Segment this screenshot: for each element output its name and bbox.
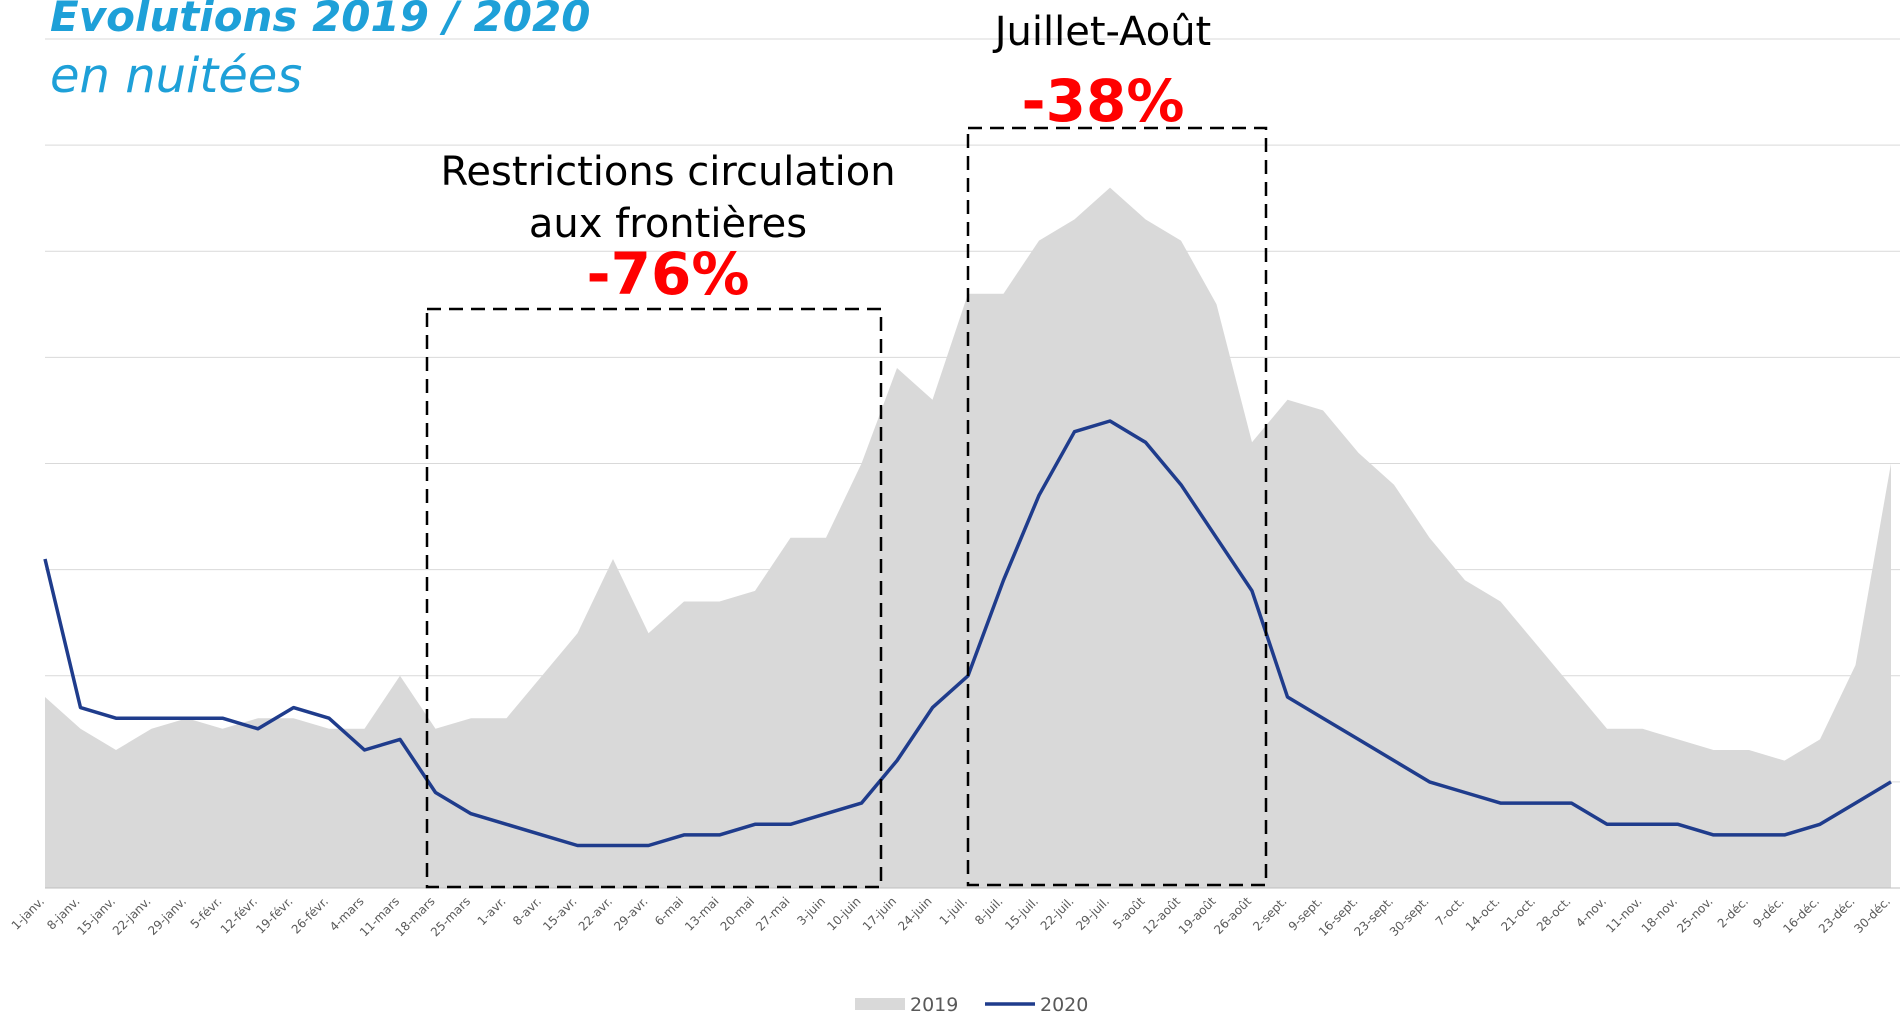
x-tick-label: 22-janv. [110, 894, 154, 938]
x-tick-label: 28-oct. [1534, 894, 1574, 934]
x-tick-label: 8-juil. [972, 894, 1006, 928]
x-tick-label: 14-oct. [1463, 894, 1503, 934]
annotation-text: Juillet-Août [992, 9, 1212, 55]
x-tick-label: 29-juil. [1073, 894, 1112, 933]
x-tick-label: 3-juin [794, 894, 828, 928]
x-tick-label: 15-avr. [540, 894, 579, 933]
x-tick-label: 20-mai [718, 894, 758, 934]
x-tick-label: 13-mai [682, 894, 722, 934]
x-tick-label: 11-nov. [1603, 894, 1644, 935]
x-tick-label: 2-sept. [1250, 894, 1289, 933]
x-tick-label: 17-juin [860, 894, 899, 933]
x-tick-label: 19-févr. [253, 894, 295, 936]
x-tick-label: 29-janv. [145, 894, 189, 938]
x-tick-label: 29-avr. [611, 894, 650, 933]
x-tick-label: 23-déc. [1816, 894, 1858, 936]
annotation-text: aux frontières [529, 201, 807, 247]
x-tick-label: 19-août [1176, 894, 1219, 937]
x-tick-label: 12-févr. [218, 894, 260, 936]
x-tick-label: 26-août [1211, 894, 1254, 937]
x-tick-label: 6-mai [652, 894, 686, 928]
x-tick-label: 30-déc. [1851, 894, 1893, 936]
x-tick-label: 21-oct. [1498, 894, 1538, 934]
x-tick-label: 27-mai [753, 894, 793, 934]
x-tick-label: 2-déc. [1715, 894, 1751, 930]
x-tick-label: 7-oct. [1433, 894, 1467, 928]
annotation-change: -38% [1022, 67, 1185, 135]
x-tick-label: 24-juin [895, 894, 934, 933]
annotation-change: -76% [587, 240, 750, 308]
x-tick-label: 8-avr. [510, 894, 544, 928]
chart-subtitle: en nuitées [50, 48, 302, 104]
x-tick-label: 25-mars [428, 894, 473, 939]
x-tick-label: 12-août [1140, 894, 1183, 937]
legend-label: 2019 [910, 994, 958, 1015]
x-tick-label: 25-nov. [1674, 894, 1715, 935]
legend-swatch [855, 998, 905, 1010]
x-tick-label: 1-janv. [9, 894, 47, 932]
x-tick-label: 1-juil. [937, 894, 971, 928]
x-tick-label: 22-avr. [576, 894, 615, 933]
x-tick-label: 15-juil. [1002, 894, 1041, 933]
annotation-box [425, 307, 883, 889]
annotation-text: Restrictions circulation [440, 149, 895, 195]
x-tick-label: 18-nov. [1639, 894, 1680, 935]
chart-title: Evolutions 2019 / 2020 [50, 0, 590, 41]
x-tick-label: 22-juil. [1038, 894, 1077, 933]
x-tick-label: 10-juin [824, 894, 863, 933]
x-tick-label: 30-sept. [1387, 894, 1432, 939]
x-tick-label: 26-févr. [289, 894, 331, 936]
legend-label: 2020 [1040, 994, 1088, 1015]
x-tick-label: 16-déc. [1780, 894, 1822, 936]
x-tick-label: 1-avr. [475, 894, 509, 928]
x-tick-label: 15-janv. [74, 894, 118, 938]
